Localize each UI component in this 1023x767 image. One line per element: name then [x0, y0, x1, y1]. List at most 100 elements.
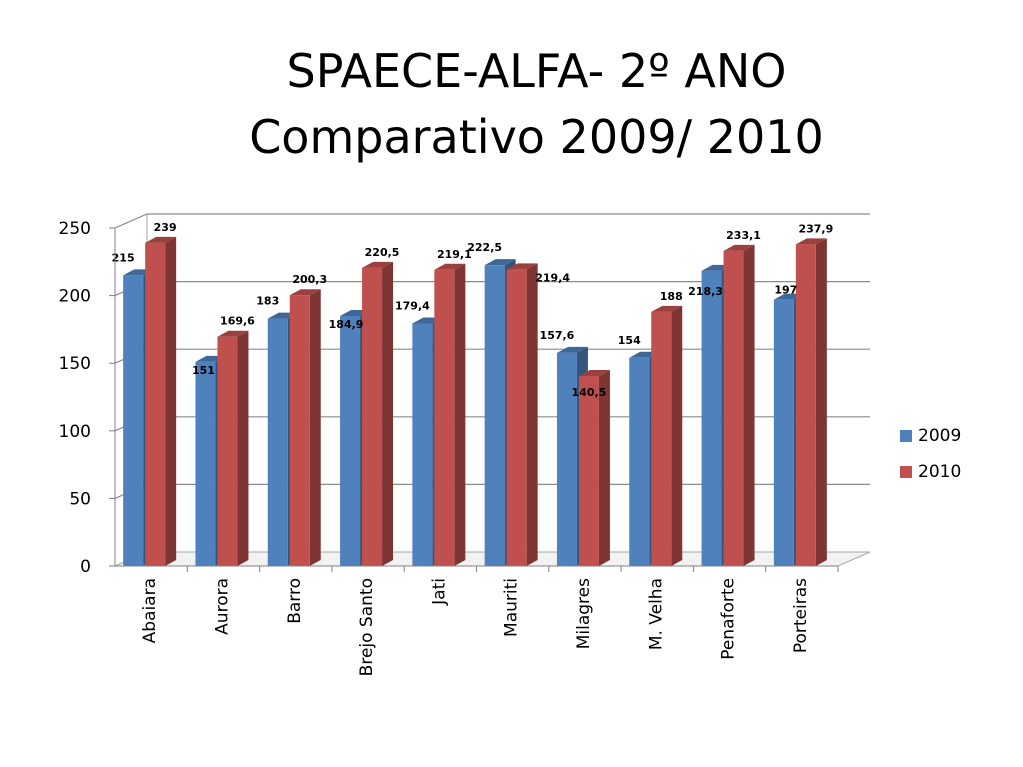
title-line-1: SPAECE-ALFA- 2º ANO — [286, 44, 787, 98]
bar-front — [701, 270, 722, 566]
data-label: 157,6 — [540, 329, 575, 342]
bar-front — [145, 242, 166, 566]
x-category-label: Abaiara — [140, 578, 160, 643]
bar-side — [382, 261, 394, 566]
data-label: 140,5 — [572, 386, 607, 399]
legend: 2009 2010 — [900, 418, 961, 490]
x-category-label: Penaforte — [719, 578, 739, 660]
data-label: 237,9 — [798, 222, 833, 235]
data-label: 220,5 — [365, 246, 400, 259]
x-category-label: Milagres — [574, 578, 594, 649]
data-label: 218,3 — [688, 285, 723, 298]
bar-front — [362, 267, 383, 566]
data-label: 197 — [774, 284, 797, 297]
data-label: 151 — [192, 364, 215, 377]
bar-front — [434, 269, 455, 566]
y-tick-label: 150 — [59, 354, 91, 374]
data-label: 184,9 — [329, 318, 364, 331]
bar-front — [506, 269, 527, 566]
bar-2010 — [723, 244, 755, 566]
bar-top — [506, 263, 538, 270]
bar-2010 — [145, 236, 177, 566]
bar-top — [795, 238, 827, 245]
legend-swatch-2009 — [900, 430, 912, 442]
bar-front — [723, 250, 744, 566]
bar-2010 — [217, 330, 249, 566]
y-tick-label: 50 — [69, 489, 91, 509]
data-label: 169,6 — [220, 315, 255, 328]
x-category-label: Mauriti — [502, 578, 522, 637]
y-tick-label: 0 — [80, 557, 91, 577]
bar-front — [340, 316, 361, 566]
bar-2010 — [651, 305, 683, 566]
bar-side — [309, 289, 321, 566]
legend-item-2010: 2010 — [900, 454, 961, 490]
x-category-label: Barro — [285, 578, 305, 624]
bar-top — [578, 370, 610, 377]
bar-top — [723, 244, 755, 251]
bars — [123, 236, 827, 567]
data-label: 154 — [618, 334, 641, 347]
bar-top — [217, 330, 249, 337]
bar-top — [362, 261, 394, 268]
y-tick-label: 250 — [59, 219, 91, 239]
bar-top — [651, 305, 683, 312]
bar-front — [484, 265, 505, 566]
bar-top — [145, 236, 177, 243]
bar-top — [434, 263, 466, 270]
bar-side — [526, 263, 538, 566]
bar-front — [578, 376, 599, 566]
bar-front — [651, 311, 672, 566]
bar-front — [217, 336, 238, 566]
x-category-label: Aurora — [212, 578, 232, 635]
data-label: 215 — [112, 251, 135, 264]
bar-top — [556, 346, 588, 353]
axes: 0 50 100 150 200 250 Abaiara Aurora Barro Brejo S… — [59, 219, 839, 676]
y-tick-label: 200 — [59, 287, 91, 307]
x-category-label: Brejo Santo — [357, 578, 377, 676]
bar-top — [289, 289, 321, 296]
legend-label-2009: 2009 — [918, 426, 962, 446]
bar-top — [484, 259, 516, 266]
data-label: 219,1 — [437, 248, 472, 261]
x-category-label: Porteiras — [791, 578, 811, 653]
title-line-2: Comparativo 2009/ 2010 — [249, 110, 824, 164]
bar-side — [671, 305, 683, 566]
bar-2010 — [362, 261, 394, 566]
bar-front — [195, 361, 216, 566]
data-label: 219,4 — [535, 271, 570, 284]
bar-side — [743, 244, 755, 566]
bar-side — [454, 263, 466, 566]
bar-2010 — [578, 370, 610, 566]
bar-side — [237, 330, 249, 566]
data-label: 200,3 — [292, 273, 327, 286]
bar-front — [412, 323, 433, 566]
bar-side — [165, 236, 177, 566]
gridline — [114, 213, 870, 229]
bar-front — [289, 295, 310, 566]
data-label: 183 — [256, 295, 279, 308]
data-label: 233,1 — [726, 229, 761, 242]
bar-2010 — [289, 289, 321, 566]
y-tick-label: 100 — [59, 422, 91, 442]
bar-front — [629, 357, 650, 566]
bar-front — [123, 275, 144, 566]
bar-side — [815, 238, 827, 567]
bar-side — [598, 370, 610, 566]
bar-2010 — [506, 263, 538, 566]
bar-2010 — [434, 263, 466, 566]
chart-title: SPAECE-ALFA- 2º ANO Comparativo 2009/ 20… — [0, 38, 1023, 170]
bar-2010 — [795, 238, 827, 567]
x-category-label: Jati — [429, 578, 449, 606]
bar-front — [556, 352, 577, 566]
bar-front — [267, 318, 288, 566]
bar-front — [773, 299, 794, 566]
data-label: 239 — [154, 221, 177, 234]
bar-front — [795, 244, 816, 567]
legend-item-2009: 2009 — [900, 418, 961, 454]
x-category-label: M. Velha — [646, 578, 666, 650]
data-label: 222,5 — [467, 241, 502, 254]
legend-swatch-2010 — [900, 466, 912, 478]
